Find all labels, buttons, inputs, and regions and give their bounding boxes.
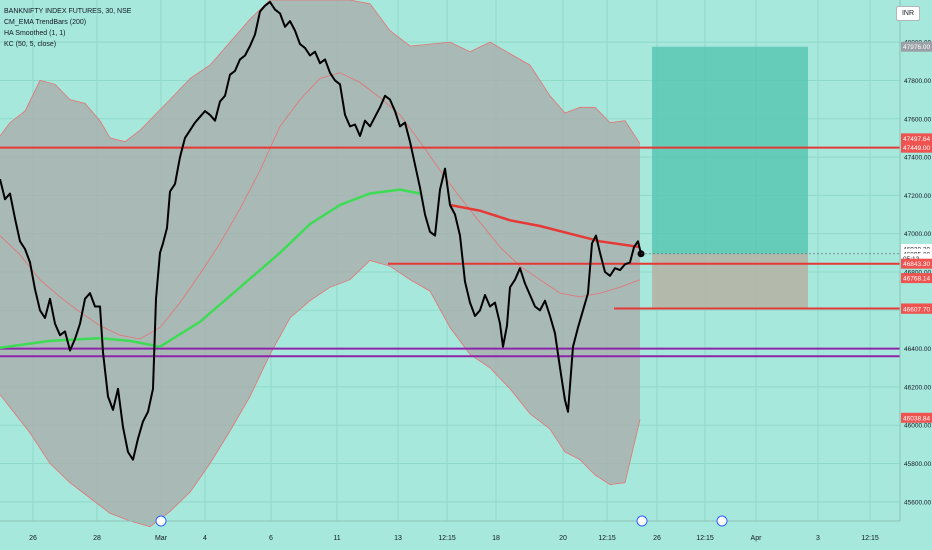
price-label: 47497.64 — [903, 136, 930, 143]
x-tick-label: 26 — [653, 535, 661, 542]
price-label-bg — [901, 273, 932, 284]
y-tick-label: 47600.00 — [904, 116, 931, 123]
price-label: 47976.00 — [903, 44, 930, 51]
event-marker-icon[interactable] — [636, 515, 648, 527]
y-tick-label: 47200.00 — [904, 193, 931, 200]
x-tick-label: 26 — [29, 535, 37, 542]
indicator-keltner[interactable]: KC (50, 5, close) — [4, 41, 57, 48]
x-tick-label: 11 — [333, 535, 340, 542]
position-stop-zone[interactable] — [652, 253, 808, 309]
price-label-bg — [901, 258, 932, 269]
price-label-bg — [901, 303, 932, 314]
price-label-bg — [901, 41, 932, 52]
x-tick-label: 6 — [269, 535, 273, 542]
keltner-band-fill — [0, 0, 640, 527]
price-line[interactable] — [0, 0, 642, 461]
x-tick-label: 18 — [492, 535, 500, 542]
keltner-middle-line — [0, 72, 641, 340]
price-label: 47449.00 — [903, 145, 930, 152]
price-label: 46768.14 — [903, 276, 930, 283]
event-marker-icon[interactable] — [155, 515, 167, 527]
x-tick-label: 4 — [203, 535, 207, 542]
y-tick-label: 45800.00 — [904, 461, 931, 468]
price-label-bg — [901, 412, 932, 423]
x-tick-label: 13 — [394, 535, 402, 542]
y-tick-label: 47400.00 — [904, 155, 931, 162]
y-tick-label: 45600.00 — [904, 499, 931, 506]
ema-200-line-green — [159, 188, 421, 348]
keltner-lower-line — [0, 260, 641, 528]
x-tick-label: 12:15 — [696, 535, 714, 542]
position-profit-zone[interactable] — [652, 46, 808, 254]
y-tick-label: 47800.00 — [904, 78, 931, 85]
indicator-ema-trendbars[interactable]: CM_EMA TrendBars (200) — [4, 19, 87, 26]
indicator-ha-smoothed[interactable]: HA Smoothed (1, 1) — [4, 30, 66, 37]
y-tick-label: 47000.00 — [904, 231, 931, 238]
x-tick-label: Apr — [751, 535, 763, 542]
chart-legend: BANKNIFTY INDEX FUTURES, 30, NSE CM_EMA … — [4, 6, 131, 50]
y-tick-label: 46400.00 — [904, 346, 931, 353]
x-tick-label: 12:15 — [861, 535, 879, 542]
price-label-bg — [901, 253, 932, 264]
ema-200-line-red — [449, 203, 641, 249]
y-tick-label: 46800.00 — [904, 269, 931, 276]
ema-200-line-start — [0, 336, 161, 349]
currency-button[interactable]: INR — [896, 6, 920, 21]
x-tick-label: 20 — [559, 535, 567, 542]
x-tick-label: 12:15 — [598, 535, 616, 542]
price-label: 46843.30 — [903, 261, 930, 268]
price-label-bg — [901, 142, 932, 153]
price-label: 46038.84 — [903, 415, 930, 422]
x-tick-label: 28 — [93, 535, 101, 542]
y-tick-label: 46000.00 — [904, 423, 931, 430]
y-tick-label: 46200.00 — [904, 384, 931, 391]
keltner-upper-line — [0, 0, 641, 144]
event-marker-icon[interactable] — [716, 515, 728, 527]
price-label: 46607.70 — [903, 306, 930, 313]
x-tick-label: 12:15 — [438, 535, 456, 542]
x-tick-label: Mar — [155, 535, 168, 542]
price-label-bg — [901, 133, 932, 144]
symbol-title[interactable]: BANKNIFTY INDEX FUTURES, 30, NSE — [4, 8, 132, 15]
x-tick-label: 3 — [816, 535, 820, 542]
